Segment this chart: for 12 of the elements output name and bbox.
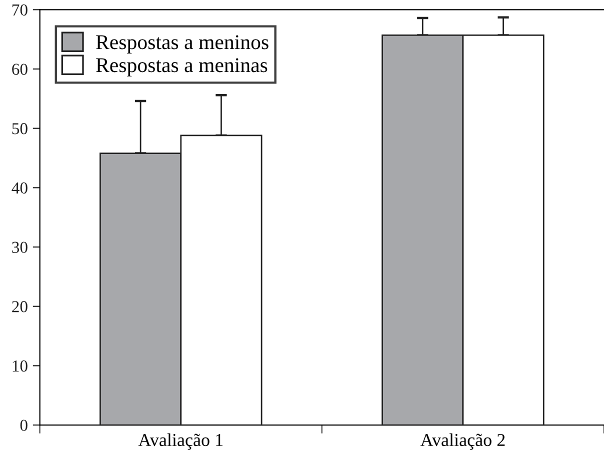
x-tick-label: Avaliação 1 [138,433,223,450]
y-tick-label: 0 [20,420,28,431]
x-tick-label: Avaliação 2 [420,433,505,450]
y-tick-label: 50 [12,123,28,134]
y-tick-label: 70 [12,4,28,16]
y-tick-label: 20 [12,301,28,312]
y-tick-label: 60 [12,64,28,75]
legend-label: Respostas a meninas [96,58,268,76]
y-tick-label: 30 [12,242,28,253]
legend-label: Respostas a meninos [96,35,268,54]
y-tick-label: 10 [12,360,28,372]
y-tick-label: 40 [12,182,28,194]
